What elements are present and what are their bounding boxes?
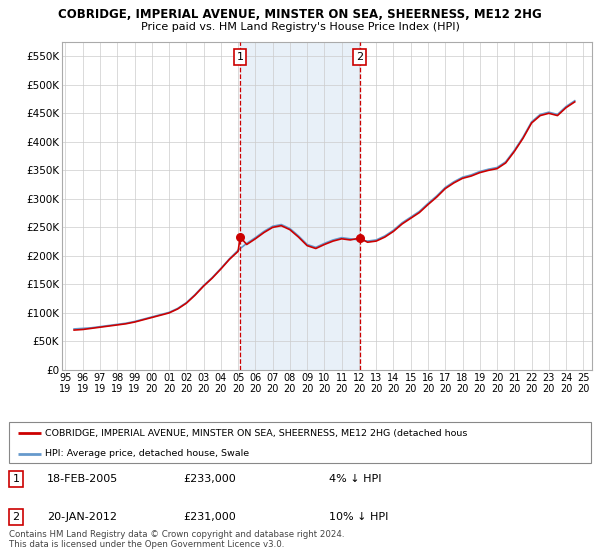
Text: 18-FEB-2005: 18-FEB-2005 [47,474,118,484]
Text: 4% ↓ HPI: 4% ↓ HPI [329,474,382,484]
Text: HPI: Average price, detached house, Swale: HPI: Average price, detached house, Swal… [45,450,249,459]
Point [235,232,245,241]
Text: £231,000: £231,000 [184,512,236,522]
FancyBboxPatch shape [9,422,591,463]
Bar [240,42,360,370]
Text: 10% ↓ HPI: 10% ↓ HPI [329,512,388,522]
Text: 2: 2 [356,52,364,62]
Text: COBRIDGE, IMPERIAL AVENUE, MINSTER ON SEA, SHEERNESS, ME12 2HG (detached hous: COBRIDGE, IMPERIAL AVENUE, MINSTER ON SE… [45,429,467,438]
Text: 20-JAN-2012: 20-JAN-2012 [47,512,117,522]
Text: 2: 2 [13,512,20,522]
Text: Contains HM Land Registry data © Crown copyright and database right 2024.
This d: Contains HM Land Registry data © Crown c… [9,530,344,549]
Text: COBRIDGE, IMPERIAL AVENUE, MINSTER ON SEA, SHEERNESS, ME12 2HG: COBRIDGE, IMPERIAL AVENUE, MINSTER ON SE… [58,8,542,21]
Text: Price paid vs. HM Land Registry's House Price Index (HPI): Price paid vs. HM Land Registry's House … [140,22,460,32]
Text: 1: 1 [13,474,19,484]
Text: 1: 1 [236,52,244,62]
Text: £233,000: £233,000 [184,474,236,484]
Point [355,234,365,242]
